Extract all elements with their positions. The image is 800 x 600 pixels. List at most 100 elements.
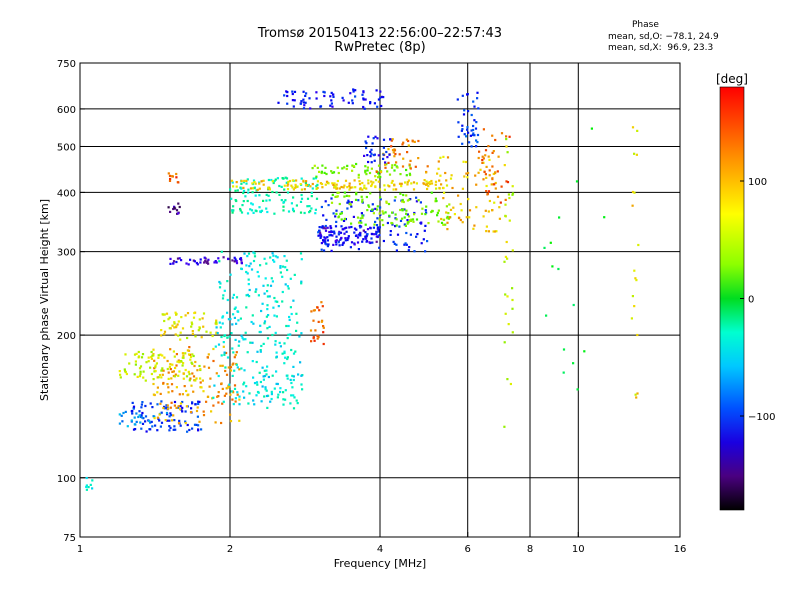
data-point [387, 148, 390, 151]
data-point [178, 393, 181, 396]
data-point [320, 242, 323, 245]
data-point [292, 210, 295, 213]
data-point [182, 362, 185, 365]
data-point [138, 367, 142, 370]
data-point [408, 172, 411, 175]
data-point [219, 326, 222, 329]
data-point [373, 102, 376, 105]
data-point [341, 228, 344, 231]
data-point [274, 300, 277, 303]
data-point [476, 91, 479, 94]
data-point [256, 188, 259, 191]
data-point [171, 363, 174, 366]
data-point [243, 252, 246, 255]
data-point [355, 191, 358, 195]
data-point [425, 183, 429, 186]
data-point [217, 343, 221, 346]
data-point [363, 107, 366, 110]
data-point [321, 186, 324, 189]
data-point [191, 332, 194, 335]
data-point [169, 348, 172, 351]
data-point [262, 183, 265, 186]
data-point [424, 213, 427, 216]
data-point [330, 102, 333, 105]
data-point [142, 417, 145, 420]
data-point [576, 388, 579, 391]
data-point [184, 352, 187, 355]
data-point [181, 393, 184, 396]
data-point [504, 215, 507, 218]
x-tick-label: 8 [527, 544, 533, 555]
data-point [511, 287, 514, 290]
data-point [505, 180, 508, 183]
data-point [447, 212, 450, 215]
data-point [631, 204, 634, 207]
data-point [370, 183, 374, 186]
data-point [476, 141, 479, 144]
data-point [259, 349, 262, 352]
data-point [304, 184, 308, 187]
data-point [353, 231, 356, 234]
data-point [409, 173, 412, 177]
data-point [511, 307, 514, 310]
data-point [405, 243, 408, 246]
data-point [394, 225, 397, 228]
data-point [191, 330, 194, 333]
data-point [367, 204, 370, 207]
data-point [247, 402, 250, 405]
data-point [434, 183, 437, 186]
data-point [383, 184, 386, 187]
data-point [231, 398, 234, 401]
data-point [382, 223, 385, 227]
data-point [281, 275, 284, 278]
data-point [286, 356, 289, 359]
data-point [246, 178, 249, 181]
data-point [409, 167, 412, 170]
data-point [274, 331, 277, 334]
data-point [323, 94, 326, 98]
x-tick-label: 6 [465, 544, 471, 555]
x-tick-label: 2 [227, 544, 233, 555]
data-point [364, 231, 367, 234]
data-point [229, 366, 233, 369]
data-point [266, 290, 269, 293]
data-point [394, 196, 397, 199]
data-point [401, 209, 404, 212]
data-point [375, 170, 378, 173]
data-point [232, 205, 235, 208]
data-point [631, 190, 635, 194]
data-point [343, 195, 346, 198]
data-point [258, 194, 261, 197]
data-point [217, 257, 220, 260]
data-point [171, 324, 174, 327]
data-point [503, 425, 506, 428]
data-point [388, 153, 391, 156]
data-point [438, 187, 441, 190]
data-point [636, 333, 639, 337]
data-point [313, 164, 316, 167]
data-point [177, 202, 180, 205]
data-point [633, 269, 636, 272]
data-point [317, 336, 320, 339]
data-point [184, 410, 187, 413]
data-point [139, 372, 142, 375]
data-point [631, 126, 635, 129]
data-point [543, 246, 546, 249]
data-point [189, 258, 192, 261]
y-axis-label: Stationary phase Virtual Height [km] [38, 199, 51, 401]
data-point [263, 320, 267, 323]
data-point [311, 167, 314, 170]
data-point [196, 406, 199, 409]
data-point [292, 352, 296, 355]
data-point [362, 229, 365, 232]
data-point [170, 414, 173, 417]
data-point [398, 225, 401, 228]
data-point [335, 243, 338, 246]
data-point [335, 187, 338, 190]
data-point [257, 391, 260, 394]
data-point [242, 383, 245, 386]
data-point [120, 414, 123, 417]
data-point [453, 213, 456, 216]
data-point [322, 90, 325, 93]
